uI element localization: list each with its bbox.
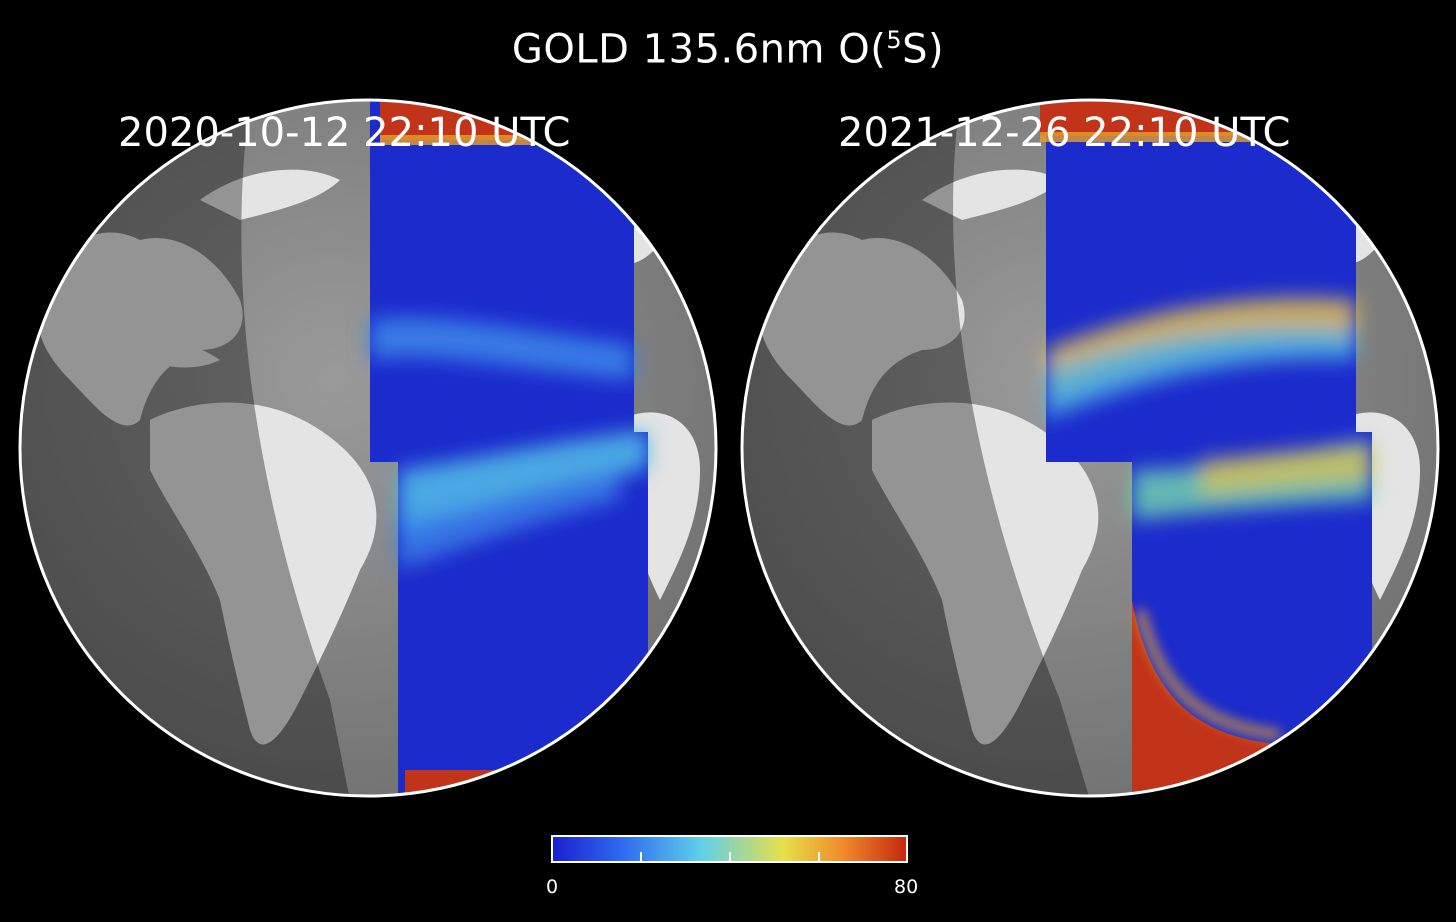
title-end: S) [902,26,945,73]
left-data-swaths [370,100,648,796]
title-text: GOLD 135.6nm O( [511,26,887,73]
figure-title: GOLD 135.6nm O(5S) [0,26,1456,72]
right-globe [740,98,1440,798]
left-globe [18,98,718,798]
right-panel-timestamp: 2021-12-26 22:10 UTC [838,110,1291,156]
title-superscript: 5 [886,26,903,54]
left-panel-timestamp: 2020-10-12 22:10 UTC [118,110,571,156]
right-night-side [742,100,1090,796]
right-globe-outline [740,98,1440,798]
colorbar-max-label: 80 [894,876,919,898]
colorbar-min-label: 0 [546,876,559,898]
left-night-side [20,100,350,796]
colorbar [551,835,908,863]
left-globe-outline [18,98,718,798]
